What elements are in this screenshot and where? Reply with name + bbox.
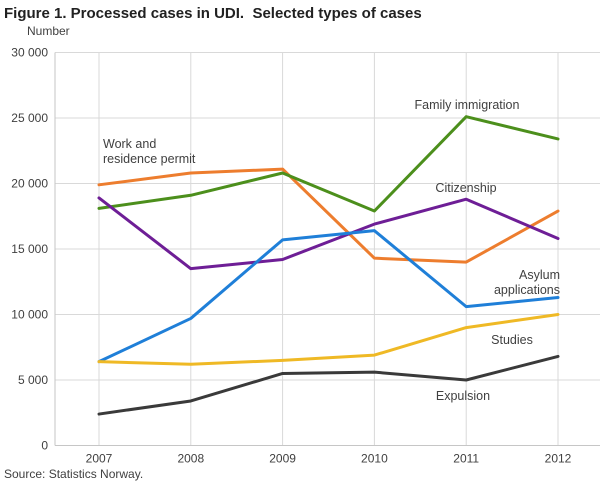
x-tick-label: 2008 — [177, 452, 204, 466]
y-tick-label: 15 000 — [11, 242, 48, 256]
y-tick-label: 0 — [41, 439, 48, 453]
y-tick-label: 5 000 — [18, 373, 48, 387]
y-axis-unit-label: Number — [27, 24, 70, 38]
series-label-family-immigration: Family immigration — [415, 98, 520, 112]
y-tick-label: 20 000 — [11, 177, 48, 191]
x-tick-label: 2012 — [545, 452, 572, 466]
chart-title: Figure 1. Processed cases in UDI. Select… — [4, 5, 422, 22]
source-note: Source: Statistics Norway. — [4, 467, 144, 481]
x-tick-label: 2009 — [269, 452, 296, 466]
series-label-expulsion: Expulsion — [436, 389, 490, 403]
x-tick-label: 2011 — [453, 452, 479, 466]
series-label-studies: Studies — [491, 333, 533, 347]
y-tick-label: 25 000 — [11, 111, 48, 125]
series-line-asylum-applications — [97, 229, 560, 364]
series-line-work-and-residence-permit — [97, 167, 560, 264]
y-tick-label: 30 000 — [11, 46, 48, 60]
x-tick-label: 2010 — [361, 452, 388, 466]
y-tick-label: 10 000 — [11, 308, 48, 322]
series-line-studies — [97, 313, 560, 366]
series-label-citizenship: Citizenship — [435, 181, 496, 195]
series-line-family-immigration — [97, 115, 560, 213]
series-label-asylum-applications: Asylum applications — [494, 268, 560, 297]
series-label-work-and-residence-permit: Work and residence permit — [103, 137, 196, 166]
x-tick-label: 2007 — [86, 452, 113, 466]
series-line-citizenship — [97, 196, 560, 271]
series-line-expulsion — [97, 354, 560, 416]
